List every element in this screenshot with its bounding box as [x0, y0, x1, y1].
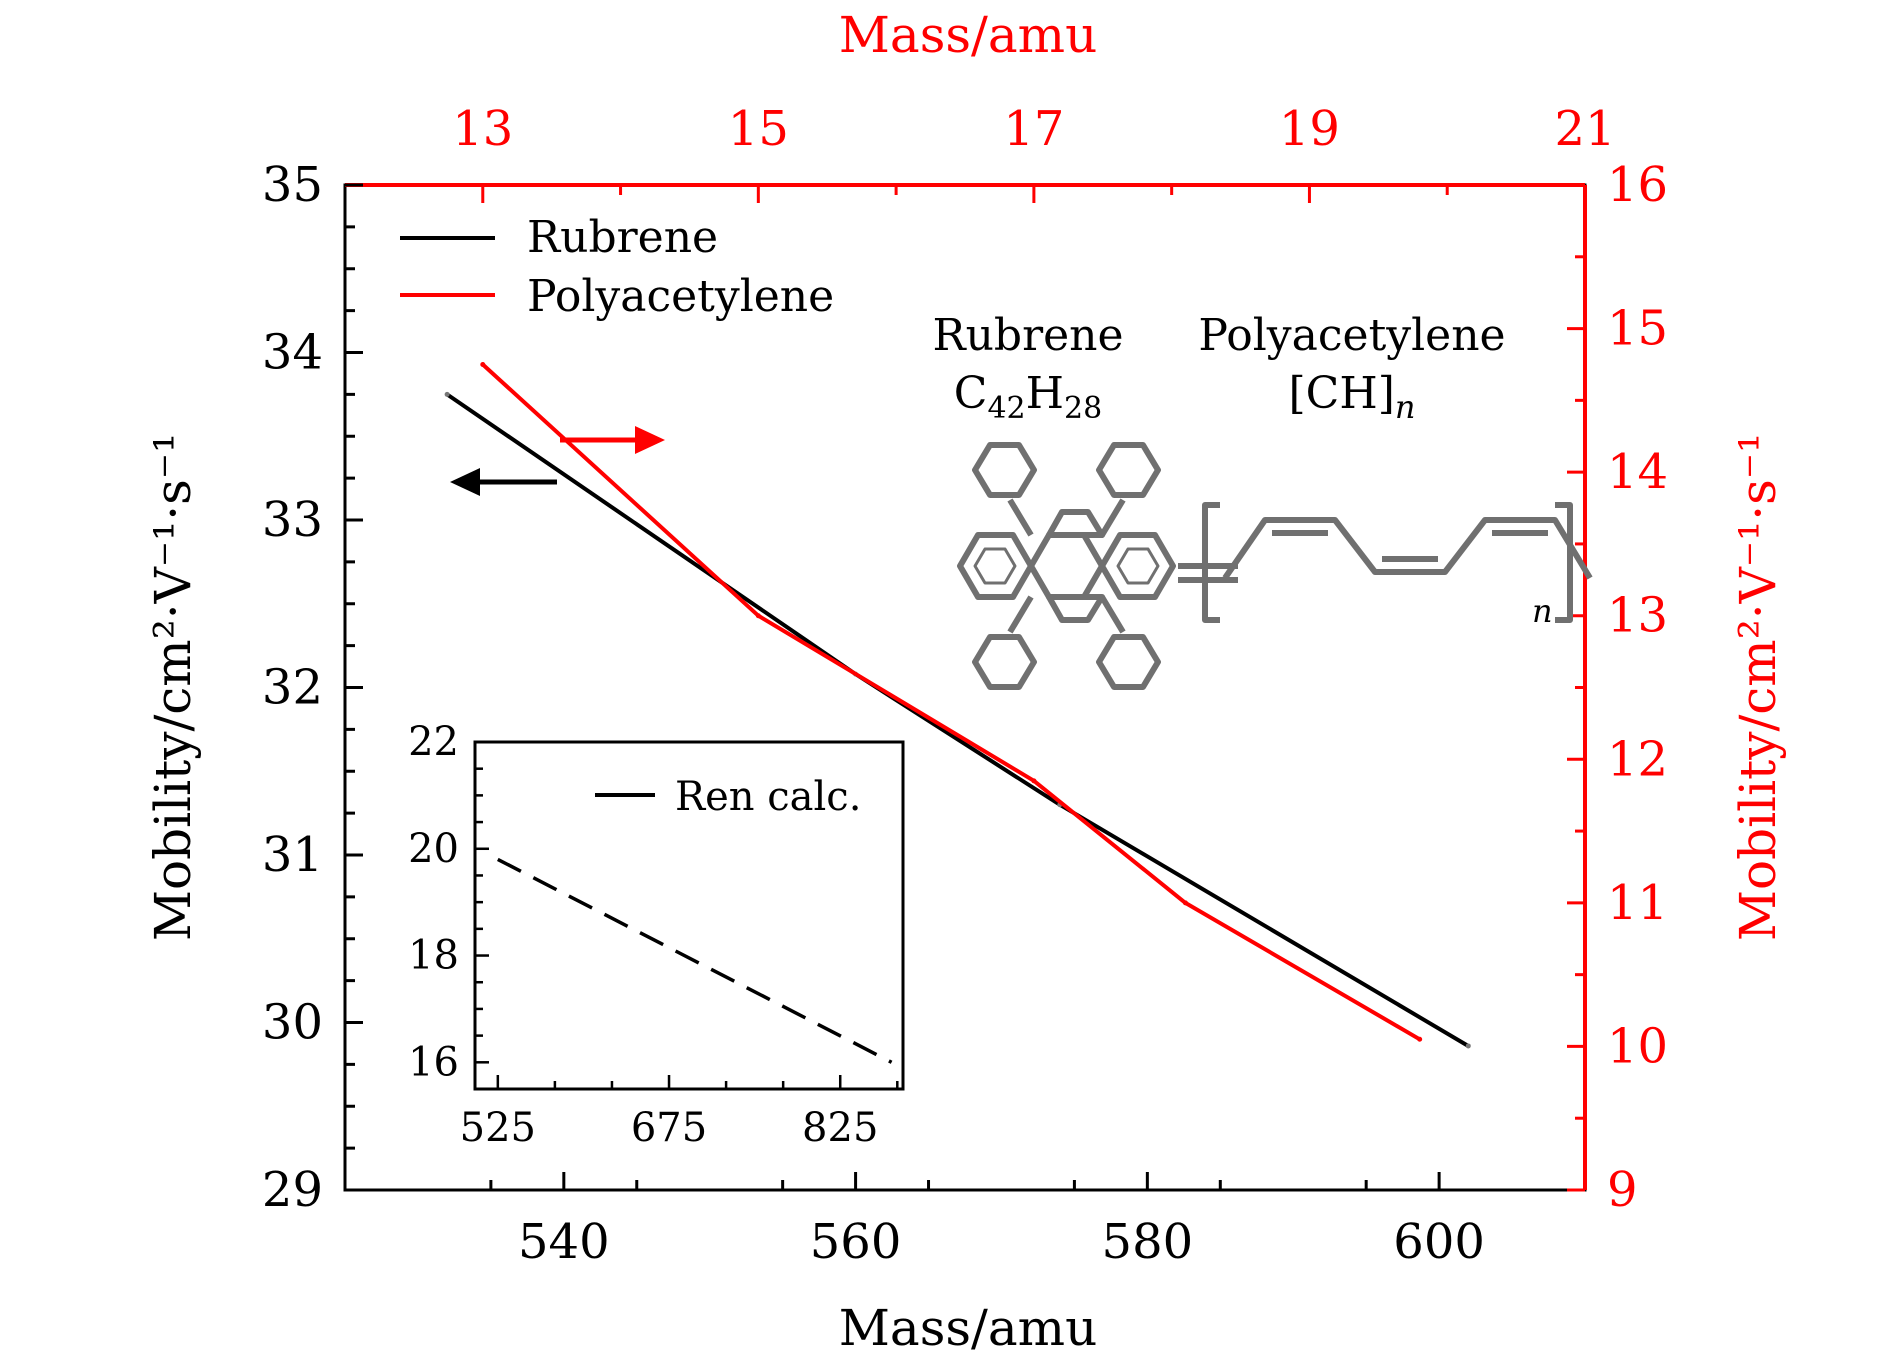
top-tick-label-13: 13 — [452, 101, 513, 157]
right-tick-label-16: 16 — [1607, 157, 1668, 213]
legend-label-rubrene: Rubrene — [527, 212, 718, 263]
series-point-polyacetylene-4 — [1417, 1036, 1423, 1042]
top-tick-label-15: 15 — [728, 101, 789, 157]
inset-legend-label: Ren calc. — [675, 774, 861, 820]
series-point-polyacetylene-0 — [480, 361, 486, 367]
bottom-tick-label-600: 600 — [1393, 1214, 1485, 1270]
top-tick-label-19: 19 — [1279, 101, 1340, 157]
rubrene-structure-label: Rubrene — [932, 310, 1123, 361]
left-axis-arrow — [450, 468, 557, 496]
rubrene-formula: C42H28 — [954, 368, 1102, 426]
right-tick-label-13: 13 — [1607, 588, 1668, 644]
legend: Rubrene Polyacetylene — [400, 212, 834, 322]
left-axis-ticks: 29 30 31 32 33 34 35 — [262, 157, 363, 1218]
right-axis-title: Mobility/cm²·V⁻¹·s⁻¹ — [1729, 433, 1787, 941]
inset-y-tick-label-20: 20 — [408, 826, 459, 872]
inset-y-tick-label-22: 22 — [408, 719, 459, 765]
inset-y-tick-label-16: 16 — [408, 1039, 459, 1085]
bottom-axis-ticks: 540 560 580 600 — [489, 1172, 1485, 1270]
series-point-polyacetylene-3 — [1182, 900, 1188, 906]
series-point-polyacetylene-1 — [755, 613, 761, 619]
right-tick-label-11: 11 — [1607, 875, 1668, 931]
inset-x-tick-label-825: 825 — [802, 1105, 878, 1151]
right-tick-label-10: 10 — [1607, 1018, 1668, 1074]
series-point-rubrene-3 — [1465, 1043, 1471, 1049]
bottom-tick-label-560: 560 — [810, 1214, 902, 1270]
right-tick-label-15: 15 — [1607, 301, 1668, 357]
series-line-rubrene — [445, 392, 1470, 1048]
right-axis-arrow — [560, 426, 665, 454]
right-tick-label-9: 9 — [1607, 1162, 1638, 1218]
polyacetylene-subscript-n: n — [1532, 592, 1553, 630]
bottom-tick-label-580: 580 — [1102, 1214, 1194, 1270]
top-tick-label-21: 21 — [1554, 101, 1615, 157]
bottom-tick-label-540: 540 — [518, 1214, 610, 1270]
left-tick-label-30: 30 — [262, 995, 323, 1051]
series-layer — [444, 361, 1471, 1049]
polyacetylene-formula: [CH]n — [1289, 368, 1416, 426]
inset-series-line — [496, 857, 893, 1064]
inset-x-tick-label-675: 675 — [631, 1105, 707, 1151]
bottom-axis-title: Mass/amu — [839, 1299, 1098, 1357]
left-tick-label-29: 29 — [262, 1162, 323, 1218]
left-tick-label-34: 34 — [262, 325, 323, 381]
right-axis-ticks: 9 10 11 12 13 14 15 16 — [1567, 157, 1668, 1218]
right-tick-label-14: 14 — [1607, 444, 1668, 500]
series-point-rubrene-0 — [444, 391, 450, 397]
polyacetylene-structure-label: Polyacetylene — [1198, 310, 1505, 361]
series-point-polyacetylene-2 — [1031, 778, 1037, 784]
inset-x-tick-label-525: 525 — [460, 1105, 536, 1151]
inset-chart: 525 675 825 16 18 20 22 Ren calc. — [408, 719, 905, 1151]
polyacetylene-molecule — [1178, 502, 1593, 623]
inset-ticks: 525 675 825 16 18 20 22 — [408, 719, 899, 1151]
rubrene-molecule — [957, 442, 1176, 690]
left-tick-label-33: 33 — [262, 492, 323, 548]
left-tick-label-32: 32 — [262, 660, 323, 716]
left-tick-label-31: 31 — [262, 827, 323, 883]
top-axis-ticks: 13 15 17 19 21 — [452, 101, 1616, 203]
top-tick-label-17: 17 — [1003, 101, 1064, 157]
left-axis-title: Mobility/cm²·V⁻¹·s⁻¹ — [144, 433, 202, 941]
legend-label-polyacetylene: Polyacetylene — [527, 271, 834, 322]
inset-y-tick-label-18: 18 — [408, 933, 459, 979]
right-tick-label-12: 12 — [1607, 731, 1668, 787]
inset-series — [496, 857, 893, 1064]
top-axis-title: Mass/amu — [839, 6, 1098, 64]
left-tick-label-35: 35 — [262, 157, 323, 213]
